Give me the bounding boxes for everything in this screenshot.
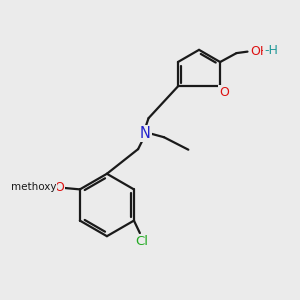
Text: O: O (219, 86, 229, 99)
Text: OH: OH (250, 44, 270, 58)
Text: methoxy: methoxy (11, 182, 57, 192)
Text: -H: -H (264, 44, 278, 57)
Text: Cl: Cl (135, 235, 148, 248)
Text: O: O (54, 181, 64, 194)
Text: N: N (140, 126, 151, 141)
